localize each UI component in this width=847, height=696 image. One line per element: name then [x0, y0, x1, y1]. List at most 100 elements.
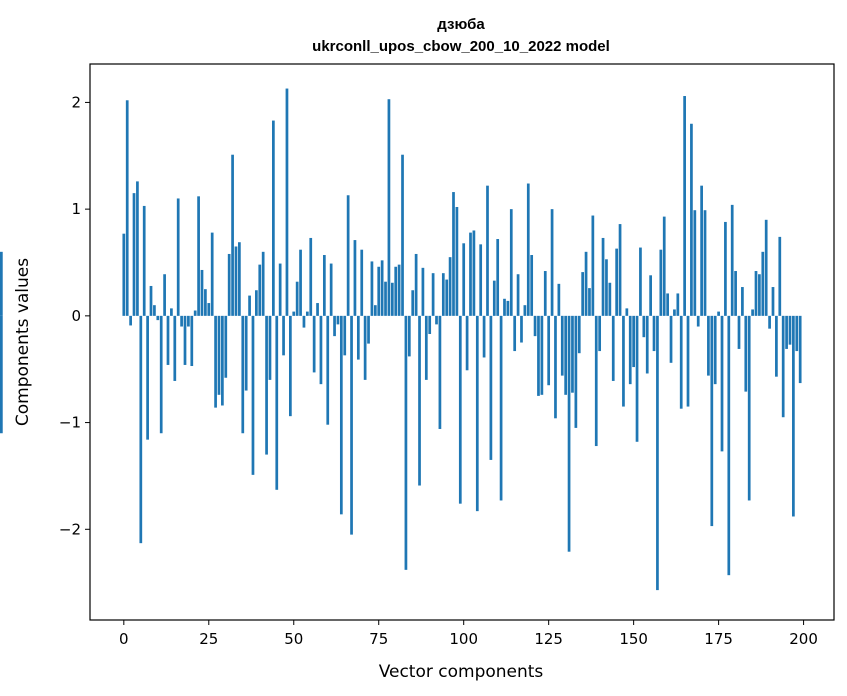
bar-137: [588, 288, 591, 316]
bar-131: [567, 315, 571, 552]
bar-182: [741, 287, 744, 316]
bar-129: [560, 315, 564, 376]
bar-119: [526, 183, 530, 316]
bar-35: [241, 315, 245, 434]
bar-77: [384, 281, 387, 316]
bar-154: [645, 315, 649, 374]
bar-91: [431, 273, 435, 316]
bar-79: [390, 282, 394, 316]
bars-group: [0, 88, 802, 591]
bar-51: [295, 281, 299, 316]
bar-128: [557, 283, 561, 316]
x-tick-label-175: 175: [704, 630, 733, 648]
bar-13: [166, 315, 170, 365]
bar-6: [142, 205, 146, 316]
bar-19: [187, 315, 190, 327]
bar-28: [217, 315, 221, 395]
bar-81: [397, 264, 401, 316]
bar-106: [482, 315, 486, 358]
bar-24: [204, 289, 207, 316]
bar-20: [190, 315, 194, 367]
bar-60: [326, 315, 330, 425]
bar-undefined: [0, 315, 3, 434]
bar-94: [441, 273, 445, 316]
bar-2: [129, 315, 132, 326]
bar-5: [139, 315, 143, 544]
bar-72: [367, 315, 370, 344]
bar-50: [292, 311, 296, 316]
x-tick-label-200: 200: [789, 630, 818, 648]
bar-162: [673, 309, 676, 316]
bar-132: [571, 315, 574, 393]
bar-134: [577, 315, 581, 354]
bar-25: [207, 303, 211, 316]
bar-135: [581, 272, 585, 316]
bar-90: [428, 315, 432, 334]
bar-12: [163, 274, 166, 316]
bar-111: [499, 315, 503, 501]
bar-174: [713, 315, 717, 385]
bar-29: [221, 315, 224, 406]
bar-40: [258, 264, 262, 316]
bar-123: [540, 315, 544, 395]
bar-16: [176, 198, 180, 316]
bar-83: [404, 315, 408, 570]
bar-47: [282, 315, 285, 356]
bar-192: [775, 315, 778, 377]
chart-subtitle: ukrconll_upos_cbow_200_10_2022 model: [312, 38, 610, 55]
x-tick-label-125: 125: [534, 630, 563, 648]
bar-103: [472, 230, 476, 316]
bar-58: [319, 315, 323, 385]
bar-34: [238, 242, 241, 316]
bar-145: [615, 248, 619, 316]
bar-197: [792, 315, 795, 517]
bar-164: [679, 315, 683, 409]
chart-title: дзюба: [437, 16, 485, 33]
bar-114: [509, 209, 513, 316]
bar-199: [798, 315, 802, 384]
bar-120: [530, 255, 534, 316]
bar-76: [380, 260, 384, 316]
x-tick-label-0: 0: [119, 630, 129, 648]
bar-62: [333, 315, 336, 337]
bar-116: [516, 274, 520, 316]
bar-175: [717, 311, 720, 316]
bar-179: [730, 204, 734, 316]
bar-190: [768, 315, 771, 329]
bar-65: [343, 315, 347, 356]
bar-152: [639, 247, 642, 316]
bar-178: [727, 315, 731, 576]
bar-110: [496, 239, 500, 316]
bar-97: [452, 192, 455, 316]
bar-undefined: [0, 251, 3, 316]
y-axis-label: Components values: [13, 258, 33, 426]
bar-172: [707, 315, 710, 376]
bar-187: [758, 274, 761, 316]
bar-8: [149, 285, 153, 316]
bar-66: [346, 195, 350, 316]
bar-7: [146, 315, 149, 440]
bar-55: [309, 237, 313, 316]
bar-180: [734, 271, 737, 316]
bar-10: [156, 315, 160, 321]
bar-113: [506, 300, 510, 316]
bar-138: [591, 215, 595, 316]
bar-155: [649, 275, 652, 316]
bar-122: [537, 315, 540, 396]
bar-57: [316, 303, 319, 316]
bar-68: [353, 240, 357, 316]
bar-173: [710, 315, 714, 527]
bar-1: [125, 100, 129, 316]
bar-193: [778, 236, 782, 316]
bar-9: [153, 305, 156, 316]
bar-176: [720, 315, 724, 452]
bar-37: [248, 295, 251, 316]
bar-166: [686, 315, 690, 407]
bar-46: [278, 263, 282, 316]
bar-0: [122, 233, 126, 316]
bar-130: [564, 315, 568, 395]
bar-157: [656, 315, 659, 591]
bar-115: [513, 315, 517, 352]
bar-142: [605, 259, 608, 316]
bar-23: [200, 269, 204, 316]
